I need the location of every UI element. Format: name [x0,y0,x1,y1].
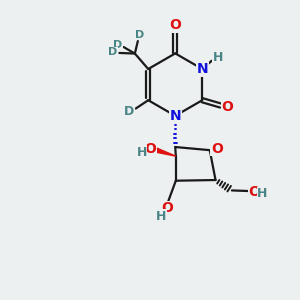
Text: D: D [124,105,134,118]
Text: O: O [161,201,173,215]
Polygon shape [156,148,176,156]
Text: D: D [108,47,118,57]
Text: O: O [248,184,260,199]
Text: H: H [156,210,166,223]
Text: O: O [221,100,233,114]
Text: O: O [169,18,181,32]
Text: O: O [144,142,156,156]
Text: D: D [135,29,144,40]
Text: H: H [136,146,147,159]
Text: N: N [196,62,208,76]
Text: H: H [257,188,268,200]
Text: N: N [169,109,181,123]
Text: O: O [211,142,223,156]
Text: H: H [213,51,223,64]
Text: D: D [113,40,122,50]
